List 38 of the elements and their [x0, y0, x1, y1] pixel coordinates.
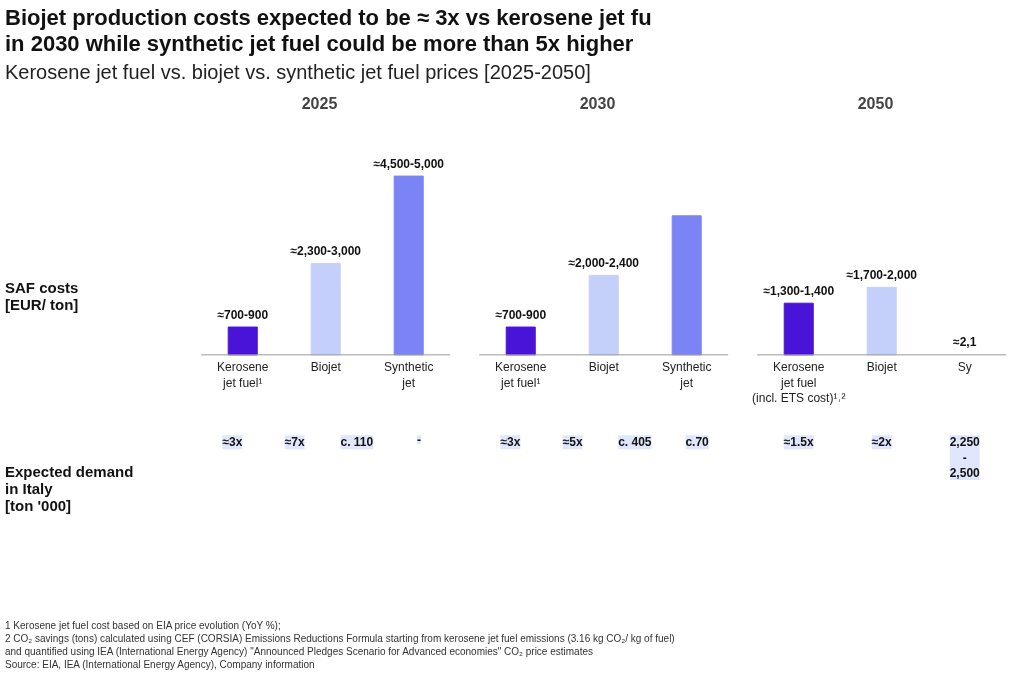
x-tick-label: Synthetic jet — [384, 360, 434, 390]
chart-title: 2030 — [579, 94, 616, 112]
text: 2,250 - 2,500 — [949, 435, 981, 481]
text: Expected demand in Italy [ton '000] — [5, 463, 134, 515]
x-tick-label: Biojet — [310, 360, 342, 375]
x-tick-label: Kerosene jet fuel¹ — [217, 360, 269, 390]
text: 1 Kerosene jet fuel cost based on EIA price evolution (YoY %); — [5, 620, 281, 632]
data-label: ≈1,700-2,000 — [846, 268, 918, 283]
text: - — [417, 433, 422, 448]
text: c.70 — [685, 435, 710, 450]
chart-title: 2050 — [857, 94, 894, 112]
text: 2 CO₂ savings (tons) calculated using CEF (CORSIA) Emissions Reductions Formula starting from kerosene jet fuel emissions (3.16 kg CO₂/ kg of fuel) and quantified using IEA (International Energy Agency) "Announced Pledges Scenario for Advanced economies" CO₂ price estimates — [5, 633, 675, 658]
chart-title: 2025 — [301, 94, 338, 112]
text: Biojet production costs expected to be ≈ 3x vs kerosene jet fu in 2030 while synthetic jet fuel could be more than 5x higher — [5, 5, 652, 57]
x-tick-label: Kerosene jet fuel¹ — [495, 360, 547, 390]
x-tick-label: Biojet — [588, 360, 620, 375]
data-label: ≈700-900 — [217, 307, 269, 322]
x-tick-label: Synthetic jet — [662, 360, 712, 390]
text: c. 110 — [340, 435, 374, 450]
text: ≈5x — [562, 435, 583, 450]
data-label: ≈1,300-1,400 — [763, 283, 835, 298]
x-tick-label: Kerosene jet fuel (incl. ETS cost)¹˒² — [752, 360, 846, 406]
x-tick-label: Biojet — [866, 360, 898, 375]
text: ≈3x — [222, 435, 243, 450]
x-tick-label: Sy — [957, 360, 972, 375]
text: ≈2,1 — [953, 335, 977, 350]
text: ≈1.5x — [783, 435, 815, 450]
text: ≈3x — [500, 435, 521, 450]
text: c. 405 — [618, 435, 652, 450]
data-label: ≈700-900 — [495, 307, 547, 322]
source-note: Source: EIA, IEA (International Energy Agency), Company information — [5, 659, 315, 671]
text: ≈2x — [871, 435, 893, 450]
data-label: ≈2,300-3,000 — [290, 244, 362, 259]
data-label: ≈2,000-2,400 — [568, 256, 640, 271]
text: SAF costs [EUR/ ton] — [5, 279, 80, 314]
text: ≈7x — [284, 435, 305, 450]
data-label: ≈4,500-5,000 — [373, 156, 445, 171]
text: Kerosene jet fuel vs. biojet vs. synthetic jet fuel prices [2025-2050] — [5, 61, 592, 84]
